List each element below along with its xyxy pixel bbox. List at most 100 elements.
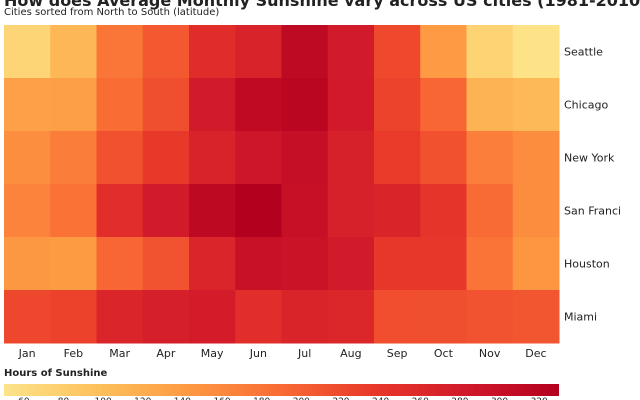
heatmap-cell — [4, 131, 51, 185]
heatmap-cell — [235, 290, 282, 344]
heatmap-cell — [466, 25, 514, 79]
heatmap-cell — [374, 184, 421, 238]
x-tick-label: Jan — [18, 347, 36, 360]
heatmap-cell — [327, 25, 375, 79]
heatmap-cell — [327, 237, 375, 291]
x-tick-label: Mar — [109, 347, 130, 360]
heatmap-cell — [50, 131, 97, 185]
colorbar-tick-label: 300 — [491, 397, 508, 400]
chart-title: How does Average Monthly Sunshine vary a… — [4, 0, 640, 10]
heatmap-cell — [235, 131, 282, 185]
heatmap-cell — [420, 78, 467, 132]
heatmap-cell — [189, 78, 236, 132]
heatmap-cell — [189, 25, 236, 79]
x-tick-label: May — [201, 347, 224, 360]
colorbar-tick-label: 200 — [293, 397, 310, 400]
heatmap-cell — [281, 78, 329, 132]
colorbar-tick-label: 240 — [372, 397, 389, 400]
heatmap-cell — [281, 25, 329, 79]
heatmap-cell — [281, 290, 329, 344]
heatmap-cell — [327, 131, 375, 185]
colorbar-tick-label: 100 — [95, 397, 112, 400]
heatmap-cell — [4, 184, 51, 238]
heatmap-cell — [189, 131, 236, 185]
heatmap-cell — [327, 78, 375, 132]
heatmap-cell — [512, 237, 560, 291]
heatmap-cell — [50, 78, 97, 132]
heatmap-cell — [96, 131, 144, 185]
heatmap-cell — [4, 25, 51, 79]
heatmap-cell — [374, 131, 421, 185]
heatmap-cell — [50, 237, 97, 291]
x-tick-label: Jul — [297, 347, 311, 360]
colorbar-tick-label: 220 — [332, 397, 349, 400]
heatmap-cell — [512, 184, 560, 238]
x-tick-label: Sep — [387, 347, 408, 360]
y-tick-label: Miami — [564, 311, 597, 324]
y-tick-label: Seattle — [564, 46, 603, 59]
heatmap-cell — [235, 184, 282, 238]
colorbar-tick-label: 60 — [18, 397, 30, 400]
heatmap-cell — [96, 184, 144, 238]
heatmap-cell — [96, 78, 144, 132]
heatmap-cell — [466, 131, 514, 185]
colorbar — [4, 384, 559, 396]
heatmap-cell — [4, 78, 51, 132]
x-tick-label: Jun — [249, 347, 267, 360]
heatmap-cell — [142, 78, 190, 132]
heatmap-cell — [189, 184, 236, 238]
colorbar-tick-label: 160 — [213, 397, 230, 400]
heatmap-cell — [96, 290, 144, 344]
heatmap-cell — [142, 131, 190, 185]
heatmap-cell — [281, 131, 329, 185]
x-tick-label: Aug — [340, 347, 361, 360]
colorbar-tick-label: 180 — [253, 397, 270, 400]
colorbar-tick-label: 140 — [174, 397, 191, 400]
x-tick-label: Nov — [479, 347, 501, 360]
heatmap-cell — [512, 78, 560, 132]
x-tick-label: Feb — [64, 347, 83, 360]
colorbar-tick-label: 280 — [451, 397, 468, 400]
heatmap-cell — [189, 290, 236, 344]
heatmap-cell — [50, 184, 97, 238]
heatmap-cell — [420, 290, 467, 344]
heatmap-cell — [512, 290, 560, 344]
colorbar-tick-label: 320 — [531, 397, 548, 400]
heatmap-cell — [142, 290, 190, 344]
y-tick-label: Houston — [564, 258, 610, 271]
heatmap-cell — [374, 237, 421, 291]
heatmap-cell — [466, 290, 514, 344]
x-tick-label: Oct — [434, 347, 454, 360]
heatmap-cell — [142, 25, 190, 79]
colorbar-tick-label: 260 — [412, 397, 429, 400]
heatmap-cell — [466, 78, 514, 132]
heatmap-cell — [189, 237, 236, 291]
heatmap-cell — [466, 184, 514, 238]
heatmap-cell — [420, 131, 467, 185]
heatmap-cell — [235, 237, 282, 291]
heatmap-cell — [512, 25, 560, 79]
y-tick-label: Chicago — [564, 99, 608, 112]
heatmap-cell — [50, 290, 97, 344]
heatmap-cell — [420, 184, 467, 238]
heatmap-cell — [50, 25, 97, 79]
heatmap-cell — [4, 290, 51, 344]
heatmap-cell — [374, 25, 421, 79]
heatmap-cell — [420, 25, 467, 79]
heatmap-cell — [327, 290, 375, 344]
y-tick-label: New York — [564, 152, 615, 165]
heatmap-cell — [4, 237, 51, 291]
heatmap-cell — [327, 184, 375, 238]
heatmap-cell — [374, 78, 421, 132]
x-tick-label: Apr — [156, 347, 176, 360]
heatmap-cell — [281, 237, 329, 291]
heatmap-cell — [281, 184, 329, 238]
heatmap-cell — [512, 131, 560, 185]
heatmap-cell — [142, 184, 190, 238]
heatmap-cell — [235, 78, 282, 132]
colorbar-title: Hours of Sunshine — [4, 368, 108, 379]
chart-subtitle: Cities sorted from North to South (latit… — [4, 7, 220, 18]
heatmap-cell — [96, 237, 144, 291]
heatmap-cell — [96, 25, 144, 79]
